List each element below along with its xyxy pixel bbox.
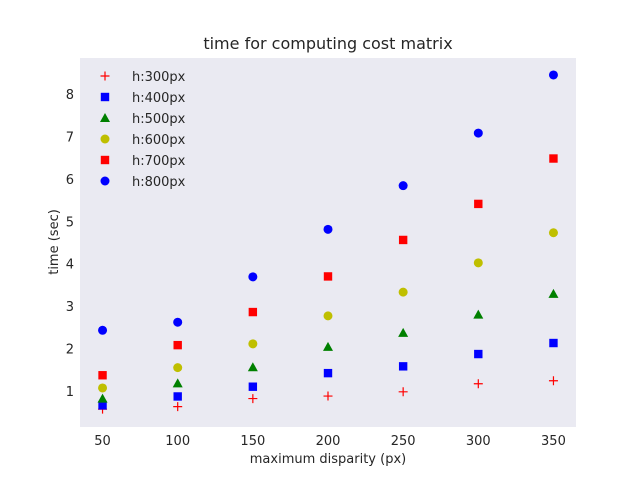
- legend-marker: [100, 92, 110, 102]
- legend: h:300px h:400px h:500px h:600px h:700px h:800…: [100, 70, 186, 190]
- data-point: [398, 235, 408, 245]
- data-point: [248, 394, 258, 404]
- x-axis-ticks: 50 100 150 200 250 300 350: [94, 434, 566, 449]
- y-tick-label: 2: [66, 343, 74, 358]
- chart-title: time for computing cost matrix: [203, 34, 452, 53]
- series-h-300px: [98, 376, 558, 414]
- legend-label: h:400px: [132, 91, 186, 106]
- data-point: [173, 392, 182, 401]
- data-point: [474, 349, 483, 359]
- data-point: [548, 228, 558, 238]
- data-point: [474, 199, 483, 209]
- data-point: [398, 362, 408, 371]
- y-tick-label: 7: [66, 130, 74, 145]
- data-point: [323, 311, 333, 321]
- y-axis-label: time (sec): [47, 209, 62, 275]
- data-point: [473, 258, 483, 268]
- y-tick-label: 8: [66, 88, 74, 103]
- y-tick-label: 3: [66, 300, 74, 315]
- legend-marker: [100, 155, 110, 165]
- x-axis-label: maximum disparity (px): [250, 452, 406, 467]
- data-point: [98, 401, 107, 410]
- legend-label: h:500px: [132, 112, 186, 127]
- x-tick-label: 250: [391, 434, 416, 449]
- data-point: [548, 288, 559, 298]
- data-point: [473, 309, 484, 319]
- legend-marker: [100, 71, 110, 81]
- data-point: [548, 70, 558, 80]
- data-point: [247, 362, 258, 372]
- data-point: [323, 391, 333, 401]
- legend-marker: [100, 134, 110, 144]
- data-point: [323, 224, 333, 234]
- data-point: [398, 181, 408, 191]
- x-tick-label: 50: [94, 434, 111, 449]
- y-axis-ticks: 1 2 3 4 5 6 7 8: [66, 88, 74, 400]
- y-tick-label: 4: [66, 258, 74, 273]
- data-point: [323, 341, 333, 351]
- legend-item: h:600px: [100, 133, 186, 148]
- data-point: [98, 325, 108, 335]
- data-point: [323, 272, 333, 281]
- data-point: [173, 340, 182, 350]
- data-marks: [97, 70, 559, 414]
- data-point: [248, 272, 258, 282]
- legend-label: h:300px: [132, 70, 186, 85]
- data-point: [173, 402, 183, 412]
- data-point: [98, 383, 108, 393]
- x-tick-label: 200: [316, 434, 341, 449]
- series-h-500px: [97, 288, 559, 403]
- data-point: [473, 379, 483, 389]
- y-tick-label: 1: [66, 385, 74, 400]
- data-point: [173, 363, 183, 373]
- plot-background: [80, 58, 576, 427]
- legend-item: h:300px: [100, 70, 186, 85]
- legend-item: h:500px: [100, 112, 186, 127]
- y-tick-label: 5: [66, 215, 74, 230]
- legend-label: h:600px: [132, 133, 186, 148]
- x-tick-label: 350: [541, 434, 566, 449]
- data-point: [248, 307, 258, 317]
- data-point: [248, 339, 258, 349]
- legend-label: h:700px: [132, 154, 186, 169]
- data-point: [398, 287, 408, 297]
- x-tick-label: 150: [240, 434, 265, 449]
- series-h-800px: [98, 70, 558, 335]
- data-point: [548, 376, 558, 386]
- legend-marker: [100, 113, 110, 122]
- legend-item: h:700px: [100, 154, 186, 169]
- data-point: [173, 317, 183, 327]
- data-point: [323, 368, 333, 378]
- data-point: [97, 393, 108, 403]
- legend-item: h:400px: [100, 91, 186, 106]
- data-point: [398, 327, 409, 337]
- legend-item: h:800px: [100, 175, 186, 190]
- legend-marker: [100, 176, 110, 186]
- legend-label: h:800px: [132, 175, 186, 190]
- data-point: [172, 378, 183, 388]
- data-point: [248, 382, 258, 391]
- series-h-700px: [98, 154, 558, 380]
- series-h-400px: [98, 338, 558, 410]
- data-point: [473, 128, 483, 138]
- data-point: [549, 338, 558, 348]
- data-point: [398, 387, 408, 397]
- x-tick-label: 300: [466, 434, 491, 449]
- data-point: [549, 154, 558, 163]
- x-tick-label: 100: [165, 434, 190, 449]
- series-h-600px: [98, 228, 558, 393]
- y-tick-label: 6: [66, 173, 74, 188]
- data-point: [98, 371, 107, 380]
